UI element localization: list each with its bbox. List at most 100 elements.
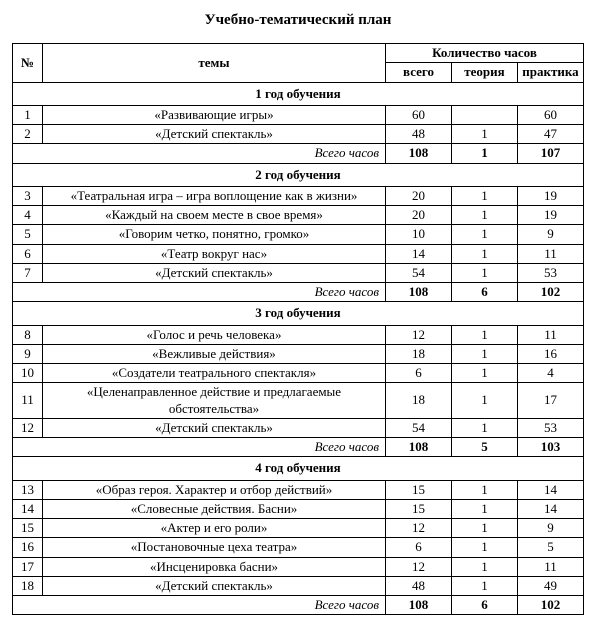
header-hours-group: Количество часов — [386, 44, 584, 63]
cell-total: 54 — [386, 418, 452, 437]
totals-total: 108 — [386, 438, 452, 457]
cell-total: 54 — [386, 263, 452, 282]
cell-topic: «Постановочные цеха театра» — [43, 538, 386, 557]
cell-practice: 9 — [518, 519, 584, 538]
table-row: 14«Словесные действия. Басни»15114 — [13, 499, 584, 518]
header-theory: теория — [452, 63, 518, 82]
cell-theory: 1 — [452, 499, 518, 518]
table-row: 5«Говорим четко, понятно, громко»1019 — [13, 225, 584, 244]
cell-total: 6 — [386, 364, 452, 383]
cell-topic: «Развивающие игры» — [43, 105, 386, 124]
cell-total: 20 — [386, 186, 452, 205]
table-row: 17«Инсценировка басни»12111 — [13, 557, 584, 576]
totals-label: Всего часов — [43, 438, 386, 457]
cell-topic: «Каждый на своем месте в свое время» — [43, 206, 386, 225]
totals-practice: 102 — [518, 283, 584, 302]
cell-n: 10 — [13, 364, 43, 383]
cell-topic: «Инсценировка басни» — [43, 557, 386, 576]
cell-theory: 1 — [452, 125, 518, 144]
cell-n: 6 — [13, 244, 43, 263]
cell-total: 48 — [386, 576, 452, 595]
header-topics: темы — [43, 44, 386, 83]
cell-n: 12 — [13, 418, 43, 437]
totals-blank — [13, 144, 43, 163]
section-heading: 3 год обучения — [13, 302, 584, 325]
cell-topic: «Актер и его роли» — [43, 519, 386, 538]
cell-practice: 53 — [518, 263, 584, 282]
cell-n: 3 — [13, 186, 43, 205]
table-row: 6«Театр вокруг нас»14111 — [13, 244, 584, 263]
cell-practice: 53 — [518, 418, 584, 437]
totals-blank — [13, 438, 43, 457]
cell-n: 1 — [13, 105, 43, 124]
cell-n: 2 — [13, 125, 43, 144]
cell-n: 18 — [13, 576, 43, 595]
cell-n: 4 — [13, 206, 43, 225]
cell-practice: 11 — [518, 244, 584, 263]
section-heading: 4 год обучения — [13, 457, 584, 480]
cell-practice: 9 — [518, 225, 584, 244]
cell-practice: 16 — [518, 344, 584, 363]
cell-n: 8 — [13, 325, 43, 344]
cell-practice: 19 — [518, 206, 584, 225]
section-heading: 1 год обучения — [13, 82, 584, 105]
header-num: № — [13, 44, 43, 83]
cell-total: 6 — [386, 538, 452, 557]
cell-theory: 1 — [452, 186, 518, 205]
cell-total: 12 — [386, 325, 452, 344]
table-row: 3«Театральная игра – игра воплощение как… — [13, 186, 584, 205]
cell-total: 14 — [386, 244, 452, 263]
cell-topic: «Голос и речь человека» — [43, 325, 386, 344]
table-row: 11«Целенаправленное действие и предлагае… — [13, 383, 584, 419]
curriculum-table: № темы Количество часов всего теория пра… — [12, 43, 584, 615]
cell-theory: 1 — [452, 418, 518, 437]
cell-practice: 11 — [518, 557, 584, 576]
totals-blank — [13, 283, 43, 302]
cell-n: 7 — [13, 263, 43, 282]
cell-theory: 1 — [452, 206, 518, 225]
cell-practice: 11 — [518, 325, 584, 344]
cell-practice: 14 — [518, 499, 584, 518]
section-heading: 2 год обучения — [13, 163, 584, 186]
cell-topic: «Образ героя. Характер и отбор действий» — [43, 480, 386, 499]
cell-topic: «Целенаправленное действие и предлагаемы… — [43, 383, 386, 419]
totals-practice: 107 — [518, 144, 584, 163]
table-row: 9«Вежливые действия»18116 — [13, 344, 584, 363]
totals-row: Всего часов1086102 — [13, 596, 584, 615]
totals-total: 108 — [386, 283, 452, 302]
table-row: 18«Детский спектакль»48149 — [13, 576, 584, 595]
cell-topic: «Создатели театрального спектакля» — [43, 364, 386, 383]
header-practice: практика — [518, 63, 584, 82]
cell-topic: «Детский спектакль» — [43, 125, 386, 144]
cell-total: 12 — [386, 519, 452, 538]
totals-label: Всего часов — [43, 596, 386, 615]
totals-theory: 6 — [452, 596, 518, 615]
cell-topic: «Детский спектакль» — [43, 418, 386, 437]
cell-practice: 14 — [518, 480, 584, 499]
cell-total: 60 — [386, 105, 452, 124]
cell-n: 13 — [13, 480, 43, 499]
totals-row: Всего часов1086102 — [13, 283, 584, 302]
cell-n: 15 — [13, 519, 43, 538]
totals-label: Всего часов — [43, 144, 386, 163]
cell-topic: «Детский спектакль» — [43, 263, 386, 282]
cell-topic: «Театральная игра – игра воплощение как … — [43, 186, 386, 205]
totals-theory: 6 — [452, 283, 518, 302]
cell-n: 11 — [13, 383, 43, 419]
totals-theory: 1 — [452, 144, 518, 163]
totals-practice: 102 — [518, 596, 584, 615]
cell-topic: «Детский спектакль» — [43, 576, 386, 595]
cell-practice: 49 — [518, 576, 584, 595]
table-row: 2«Детский спектакль»48147 — [13, 125, 584, 144]
table-row: 12«Детский спектакль»54153 — [13, 418, 584, 437]
table-row: 4«Каждый на своем месте в свое время»201… — [13, 206, 584, 225]
totals-blank — [13, 596, 43, 615]
cell-theory: 1 — [452, 325, 518, 344]
cell-theory: 1 — [452, 263, 518, 282]
cell-theory: 1 — [452, 480, 518, 499]
cell-theory: 1 — [452, 225, 518, 244]
table-row: 8«Голос и речь человека»12111 — [13, 325, 584, 344]
cell-practice: 60 — [518, 105, 584, 124]
cell-total: 10 — [386, 225, 452, 244]
cell-n: 5 — [13, 225, 43, 244]
